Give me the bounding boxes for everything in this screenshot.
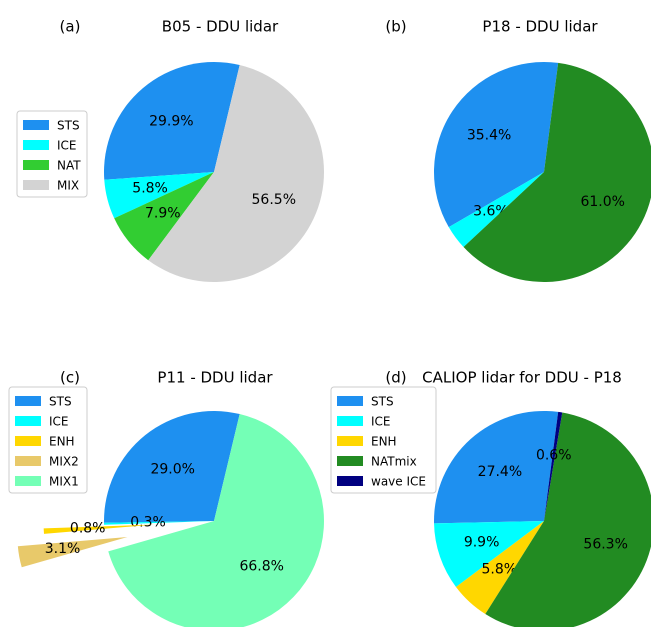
pie-slice-ice	[104, 521, 214, 525]
pie-slice-sts	[434, 411, 559, 524]
slice-value-label: 29.0%	[150, 461, 194, 477]
slice-value-label: 27.4%	[478, 464, 522, 480]
slice-value-label: 9.9%	[464, 535, 500, 551]
legend-swatch	[23, 180, 49, 190]
legend-entry: ICE	[57, 139, 77, 153]
legend-swatch	[337, 436, 363, 446]
pie-slice-nat	[463, 62, 651, 282]
legend	[8, 386, 88, 494]
pie-slice-sts	[104, 61, 240, 180]
legend-swatch	[337, 396, 363, 406]
pie-slice-nat	[114, 172, 214, 261]
legend-entry: wave ICE	[371, 475, 426, 489]
pie-slice-enh	[456, 521, 544, 615]
pie-slice-ice	[104, 172, 214, 219]
slice-value-label: 56.5%	[252, 192, 296, 208]
legend-entry: MIX1	[49, 475, 79, 489]
pie-slice-mix1	[108, 414, 324, 627]
slice-value-label: 66.8%	[239, 559, 283, 575]
legend-entry: ENH	[49, 435, 75, 449]
legend-entry: ENH	[371, 435, 397, 449]
slice-value-label: 0.3%	[130, 515, 166, 531]
legend	[16, 110, 88, 198]
legend-entry: STS	[57, 119, 80, 133]
pie-panel-3: (c) P11 - DDU lidar 29.0% 0.3% 0.8% 3.1% 66.8%…	[8, 369, 324, 627]
pie-slice-mix2	[17, 536, 128, 568]
legend-entry: MIX	[57, 179, 79, 193]
slice-value-label: 35.4%	[467, 127, 511, 143]
legend-swatch	[15, 456, 41, 466]
legend-entry: STS	[371, 395, 394, 409]
panel-label: (b)	[385, 18, 406, 36]
pie-slice-natmix	[485, 412, 651, 627]
slice-value-label: 5.8%	[132, 180, 168, 196]
pie-slice-sts	[433, 61, 559, 228]
legend-entry: STS	[49, 395, 72, 409]
legend-swatch	[337, 416, 363, 426]
legend-swatch	[337, 456, 363, 466]
slice-value-label: 7.9%	[145, 206, 181, 222]
pie-slice-enh	[43, 524, 154, 534]
pie-panel-1: (a) B05 - DDU lidar 29.9% 5.8% 7.9% 56.5% STS I…	[16, 18, 325, 283]
legend-swatch	[15, 436, 41, 446]
pie-slice-sts	[103, 411, 240, 523]
slice-value-label: 29.9%	[149, 114, 193, 130]
pie-slice-ice	[434, 521, 544, 588]
slice-value-label: 3.1%	[45, 541, 81, 557]
chart-title: B05 - DDU lidar	[162, 18, 279, 36]
legend	[330, 386, 437, 494]
chart-title: P18 - DDU lidar	[482, 18, 598, 36]
pie-slice-ice	[448, 172, 544, 248]
slice-value-label: 5.8%	[481, 562, 517, 578]
legend-swatch	[15, 396, 41, 406]
legend-entry: MIX2	[49, 455, 79, 469]
legend-swatch	[23, 120, 49, 130]
legend-entry: NAT	[57, 159, 81, 173]
pie-slice-mix	[148, 65, 325, 283]
slice-value-label: 56.3%	[583, 537, 627, 553]
legend-swatch	[23, 140, 49, 150]
slice-value-label: 0.8%	[70, 521, 106, 537]
chart-title: P11 - DDU lidar	[157, 369, 273, 387]
panel-label: (d)	[385, 369, 406, 387]
legend-entry: ICE	[49, 415, 69, 429]
legend-swatch	[15, 476, 41, 486]
legend-swatch	[337, 476, 363, 486]
legend-entry: ICE	[371, 415, 391, 429]
legend-swatch	[15, 416, 41, 426]
slice-value-label: 61.0%	[580, 194, 624, 210]
panel-label: (a)	[60, 18, 81, 36]
panel-label: (c)	[60, 369, 80, 387]
pie-panel-4: (d) CALIOP lidar for DDU - P18 27.4% 9.9% 5.…	[330, 369, 651, 627]
slice-value-label: 0.6%	[536, 448, 572, 464]
legend-entry: NATmix	[371, 455, 417, 469]
legend-swatch	[23, 160, 49, 170]
chart-title: CALIOP lidar for DDU - P18	[422, 369, 622, 387]
pie-slice-wave-ice	[544, 411, 563, 521]
